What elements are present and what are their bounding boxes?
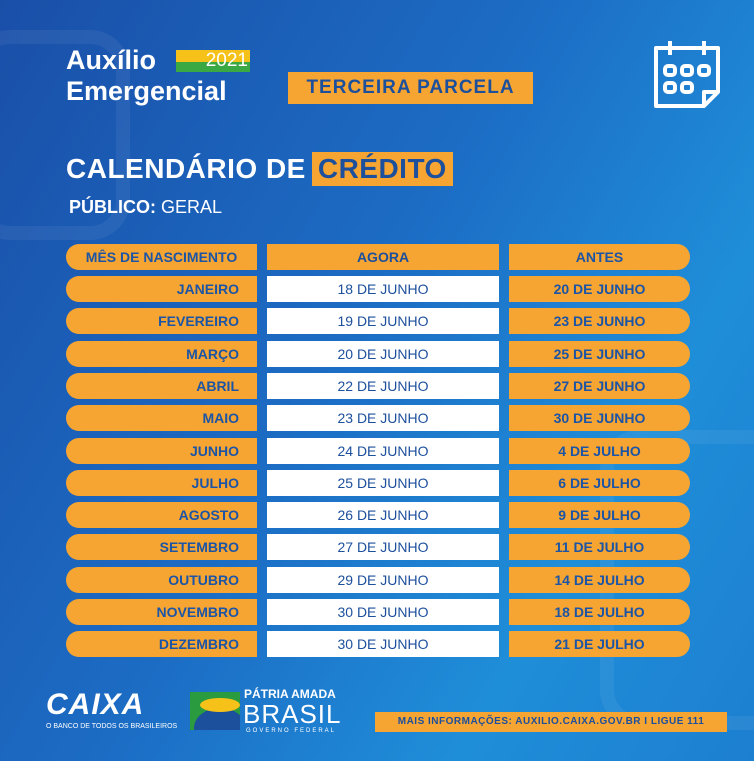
now-date-cell: 27 DE JUNHO: [267, 534, 499, 561]
more-info-banner: MAIS INFORMAÇÕES: AUXILIO.CAIXA.GOV.BR I…: [375, 712, 727, 732]
birth-month-cell: AGOSTO: [66, 502, 257, 529]
header-before: ANTES: [509, 244, 690, 270]
calendar-icon: [654, 41, 720, 108]
header-birth-month: MÊS DE NASCIMENTO: [66, 244, 257, 270]
title-line1: Auxílio: [66, 45, 157, 75]
now-date-cell: 20 DE JUNHO: [267, 340, 499, 367]
before-date-cell: 4 DE JULHO: [509, 437, 690, 464]
now-date-cell: 25 DE JUNHO: [267, 469, 499, 496]
audience-value: GERAL: [161, 197, 223, 217]
year-badge: 2021: [176, 50, 250, 72]
birth-month-cell: ABRIL: [66, 372, 257, 399]
before-date-cell: 14 DE JULHO: [509, 566, 690, 593]
before-date-cell: 21 DE JULHO: [509, 631, 690, 658]
now-date-cell: 30 DE JUNHO: [267, 631, 499, 658]
birth-month-cell: MARÇO: [66, 340, 257, 367]
birth-month-cell: MAIO: [66, 405, 257, 432]
caixa-logo: CAIXA: [46, 688, 145, 721]
now-date-cell: 29 DE JUNHO: [267, 566, 499, 593]
before-date-cell: 30 DE JUNHO: [509, 405, 690, 432]
parcela-badge: TERCEIRA PARCELA: [288, 72, 533, 104]
header-now: AGORA: [267, 244, 499, 270]
now-date-cell: 23 DE JUNHO: [267, 405, 499, 432]
before-date-cell: 20 DE JUNHO: [509, 276, 690, 302]
calendar-title-highlight: CRÉDITO: [311, 152, 453, 186]
birth-month-cell: JUNHO: [66, 437, 257, 464]
before-date-cell: 6 DE JULHO: [509, 469, 690, 496]
birth-month-cell: NOVEMBRO: [66, 599, 257, 625]
brasil-text: BRASIL: [243, 699, 342, 729]
decorative-shape: [0, 30, 130, 240]
before-date-cell: 9 DE JULHO: [509, 502, 690, 529]
audience-label: PÚBLICO:: [69, 197, 156, 217]
before-date-cell: 11 DE JULHO: [509, 534, 690, 561]
caixa-tagline: O BANCO DE TODOS OS BRASILEIROS: [46, 723, 178, 730]
birth-month-cell: JANEIRO: [66, 276, 257, 302]
title-line2: Emergencial: [66, 76, 227, 106]
calendar-title: CALENDÁRIO DE CRÉDITO: [66, 152, 453, 186]
before-date-cell: 18 DE JULHO: [509, 599, 690, 625]
now-date-cell: 26 DE JUNHO: [267, 502, 499, 529]
birth-month-cell: JULHO: [66, 469, 257, 496]
now-date-cell: 24 DE JUNHO: [267, 437, 499, 464]
governo-text: GOVERNO FEDERAL: [246, 728, 337, 734]
before-date-cell: 27 DE JUNHO: [509, 372, 690, 399]
birth-month-cell: SETEMBRO: [66, 534, 257, 561]
before-date-cell: 25 DE JUNHO: [509, 340, 690, 367]
now-date-cell: 30 DE JUNHO: [267, 599, 499, 625]
birth-month-cell: DEZEMBRO: [66, 631, 257, 658]
brasil-flag-logo: [190, 692, 240, 730]
patria-text: PÁTRIA AMADA: [244, 687, 336, 701]
now-date-cell: 22 DE JUNHO: [267, 372, 499, 399]
audience: PÚBLICO: GERAL: [69, 196, 222, 218]
before-date-cell: 23 DE JUNHO: [509, 308, 690, 335]
now-date-cell: 19 DE JUNHO: [267, 308, 499, 335]
now-date-cell: 18 DE JUNHO: [267, 276, 499, 302]
birth-month-cell: FEVEREIRO: [66, 308, 257, 335]
calendar-title-text: CALENDÁRIO DE: [66, 153, 306, 184]
birth-month-cell: OUTUBRO: [66, 566, 257, 593]
